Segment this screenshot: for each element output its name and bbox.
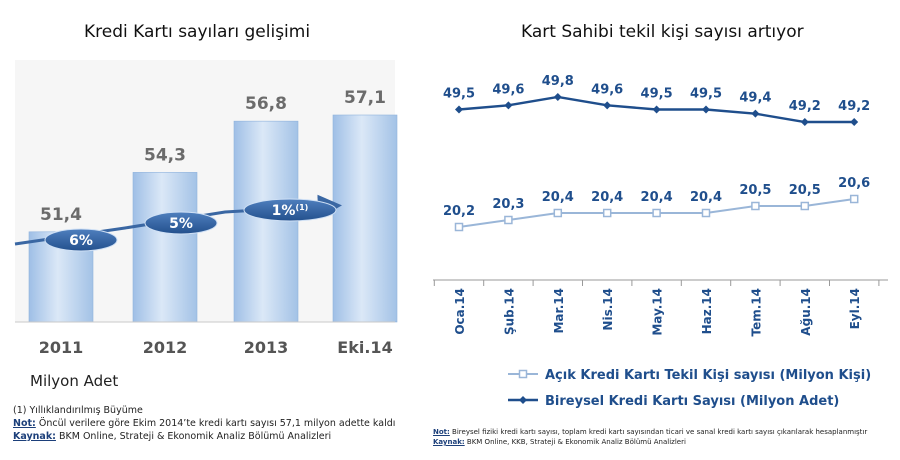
bireysel-series-point [603,101,612,110]
acik-series-point [849,194,859,204]
left-note: Not: Öncül verilere göre Ekim 2014’te kr… [13,418,395,429]
left-chart-title: Kredi Kartı sayıları gelişimi [84,22,311,42]
bireysel-series-point [850,118,859,126]
bar-category-label: Eki.14 [337,338,392,357]
note-text: Öncül verilere göre Ekim 2014’te kredi k… [35,418,396,429]
left-source: Kaynak: BKM Online, Strateji & Ekonomik … [13,431,331,442]
bar-category-label: 2011 [39,338,84,357]
bireysel-series-data-label: 49,8 [542,74,574,89]
acik-series-data-label: 20,5 [739,183,771,198]
growth-label: 1%(1) [272,203,309,219]
source-label: Kaynak: [13,431,56,442]
bar-2013 [233,120,299,323]
bar-category-label: 2012 [143,338,188,357]
acik-series-data-label: 20,4 [690,190,722,205]
acik-series-data-label: 20,4 [641,190,673,205]
acik-series-point [504,215,513,225]
acik-series-point [800,201,810,211]
legend-label-bireysel: Bireysel Kredi Kartı Sayısı (Milyon Adet… [545,394,839,409]
bireysel-series-data-label: 49,4 [739,91,771,106]
bireysel-series-data-label: 49,2 [838,99,870,114]
bar-value-label: 51,4 [40,205,82,225]
bireysel-series-data-label: 49,6 [492,82,524,97]
acik-series-point [553,208,563,218]
bireysel-series-point [702,105,710,114]
acik-series-data-label: 20,3 [492,197,524,212]
legend-label-acik: Açık Kredi Kartı Tekil Kişi sayısı (Mily… [545,368,871,383]
growth-badge [243,198,337,222]
legend-marker-acik [518,369,528,379]
bireysel-series-data-label: 49,5 [690,87,722,102]
bireysel-series-point [800,118,809,126]
legend-marker-bireysel [519,396,527,404]
acik-series-data-label: 20,6 [838,176,870,191]
growth-badge [144,211,218,235]
line-chart: 49,5 49,6 49,8 49,6 49,5 49,5 49,4 49,2 49,2 20,2… [433,74,888,409]
bireysel-series-data-label: 49,5 [641,87,673,102]
footnote: (1) Yıllıklandırılmış Büyüme [13,405,143,416]
note-label: Not: [433,428,450,436]
bireysel-series-point [504,101,513,110]
x-tick-label: Oca.14 [453,288,467,335]
acik-series-point [454,222,464,232]
bireysel-series-point [652,105,661,114]
source-text: BKM Online, KKB, Strateji & Ekonomik Ana… [464,438,686,446]
bar-value-label: 57,1 [344,88,386,108]
x-tick-label: Tem.14 [749,288,763,337]
x-tick-label: May.14 [651,288,665,336]
right-note: Not: Bireysel fiziki kredi kartı sayısı,… [433,428,867,436]
growth-badge [44,228,118,252]
acik-series-point [701,208,711,218]
growth-label: 6% [69,233,93,249]
x-tick-label: Eyl.14 [848,288,862,329]
bireysel-series-point [553,93,562,101]
acik-series-point [652,208,661,218]
source-text: BKM Online, Strateji & Ekonomik Analiz B… [55,431,332,442]
bar-Eki.14 [332,114,398,323]
bar-category-label: 2013 [244,338,289,357]
right-source: Kaynak: BKM Online, KKB, Strateji & Ekon… [433,438,686,446]
x-tick-label: Şub.14 [502,288,516,335]
acik-series-data-label: 20,4 [591,190,623,205]
acik-series-data-label: 20,5 [789,183,821,198]
note-label: Not: [13,418,36,429]
bireysel-series-data-label: 49,6 [591,82,623,97]
bar-chart: 51,4 54,3 56,8 57,1 6% 5% 1%(1) 2011 2012 2013 E… [14,60,398,357]
bar-value-label: 56,8 [245,94,287,114]
x-tick-label: Ağu.14 [799,288,813,336]
source-label: Kaynak: [433,438,465,446]
x-tick-label: Haz.14 [700,288,714,334]
acik-series-point [751,201,760,211]
bireysel-series-point [455,105,463,114]
note-text: Bireysel fiziki kredi kartı sayısı, topl… [449,428,868,436]
bireysel-series-point [751,109,760,118]
x-tick-label: Mar.14 [552,288,566,334]
acik-series-point [602,208,612,218]
growth-label: 5% [169,216,193,232]
bireysel-series-data-label: 49,5 [443,87,475,102]
unit-label: Milyon Adet [30,372,119,390]
acik-series-data-label: 20,4 [542,190,574,205]
acik-series-data-label: 20,2 [443,204,475,219]
bar-value-label: 54,3 [144,145,186,165]
x-tick-label: Nis.14 [601,288,615,331]
bar-2012 [132,172,198,323]
bireysel-series-data-label: 49,2 [789,99,821,114]
right-chart-title: Kart Sahibi tekil kişi sayısı artıyor [521,22,804,42]
